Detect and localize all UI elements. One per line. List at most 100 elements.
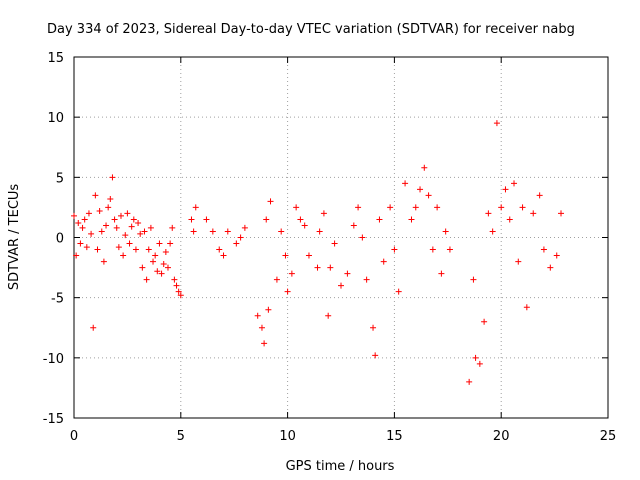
data-point: [481, 318, 488, 325]
x-tick-labels: 0 5 10 15 20 25: [70, 429, 616, 444]
data-point: [173, 282, 180, 289]
data-point: [472, 354, 479, 361]
data-point: [263, 216, 270, 223]
data-point: [164, 264, 171, 271]
data-point: [152, 252, 159, 259]
data-point: [338, 282, 344, 289]
data-point: [73, 252, 80, 259]
data-point: [558, 210, 565, 217]
data-point: [515, 258, 522, 265]
data-point: [376, 216, 383, 223]
data-point: [417, 186, 424, 193]
data-point: [115, 244, 122, 251]
data-point: [446, 246, 453, 253]
data-point: [372, 352, 379, 359]
data-point: [519, 204, 526, 211]
x-axis-label: GPS time / hours: [286, 459, 395, 474]
data-point: [241, 224, 248, 231]
data-point: [254, 312, 261, 319]
data-point: [171, 276, 178, 283]
data-point: [530, 210, 537, 217]
y-tick-label: 10: [47, 111, 64, 126]
data-point: [98, 228, 105, 235]
data-point: [258, 324, 265, 331]
data-point: [425, 192, 432, 199]
data-point: [350, 222, 357, 229]
data-point: [209, 228, 216, 235]
data-point: [141, 228, 148, 235]
data-point: [470, 276, 477, 283]
x-tick-label: 5: [177, 429, 185, 444]
data-point: [237, 234, 244, 241]
data-point: [402, 180, 409, 187]
data-point: [111, 216, 118, 223]
data-point: [77, 240, 84, 247]
data-point: [150, 258, 157, 265]
data-point: [391, 246, 398, 253]
data-point: [297, 216, 304, 223]
data-point: [380, 258, 387, 265]
data-point: [498, 204, 505, 211]
data-point: [190, 228, 197, 235]
data-point: [83, 244, 90, 251]
data-point: [109, 174, 116, 181]
data-point: [288, 270, 295, 277]
x-tick-label: 25: [600, 429, 617, 444]
data-point: [370, 324, 377, 331]
data-point: [85, 210, 92, 217]
data-point: [203, 216, 210, 223]
data-point: [320, 210, 327, 217]
data-point: [124, 210, 131, 217]
data-point: [71, 212, 77, 219]
data-point: [154, 268, 161, 275]
data-point: [88, 230, 95, 237]
data-point: [331, 240, 338, 247]
chart-title: Day 334 of 2023, Sidereal Day-to-day VTE…: [47, 22, 575, 37]
data-point: [147, 224, 154, 231]
data-point: [493, 120, 500, 127]
data-point: [536, 192, 543, 199]
data-point: [233, 240, 240, 247]
data-point: [511, 180, 518, 187]
data-point: [188, 216, 195, 223]
data-point: [162, 248, 169, 255]
y-tick-label: -5: [51, 292, 64, 307]
y-tick-labels: -15 -10 -5 0 5 10 15: [43, 51, 64, 427]
data-point: [139, 264, 146, 271]
data-point: [485, 210, 492, 217]
data-point: [94, 246, 101, 253]
data-point: [137, 230, 144, 237]
data-point: [305, 252, 312, 259]
data-point: [502, 186, 509, 193]
data-point: [126, 240, 133, 247]
data-point: [90, 324, 97, 331]
data-point: [412, 204, 419, 211]
data-point: [160, 260, 167, 267]
data-point: [265, 306, 272, 313]
data-point: [128, 223, 135, 230]
data-point: [122, 232, 129, 239]
data-point: [301, 222, 308, 229]
data-point: [434, 204, 441, 211]
data-point: [293, 204, 300, 211]
data-point: [135, 220, 142, 227]
data-point: [177, 292, 184, 299]
data-point: [175, 288, 182, 295]
data-point: [442, 228, 449, 235]
axis-ticks: [73, 56, 609, 419]
data-point: [75, 220, 82, 227]
data-point: [466, 378, 473, 385]
data-point: [169, 224, 176, 231]
data-point: [489, 228, 496, 235]
data-point: [107, 195, 114, 202]
data-point: [261, 340, 268, 347]
y-tick-label: 15: [47, 51, 64, 66]
data-point: [100, 258, 107, 265]
data-point: [79, 224, 86, 231]
grid-lines: [74, 57, 608, 418]
data-point: [344, 270, 351, 277]
data-point: [387, 204, 394, 211]
data-point: [476, 360, 483, 367]
data-point: [145, 246, 152, 253]
y-tick-label: -10: [43, 352, 64, 367]
